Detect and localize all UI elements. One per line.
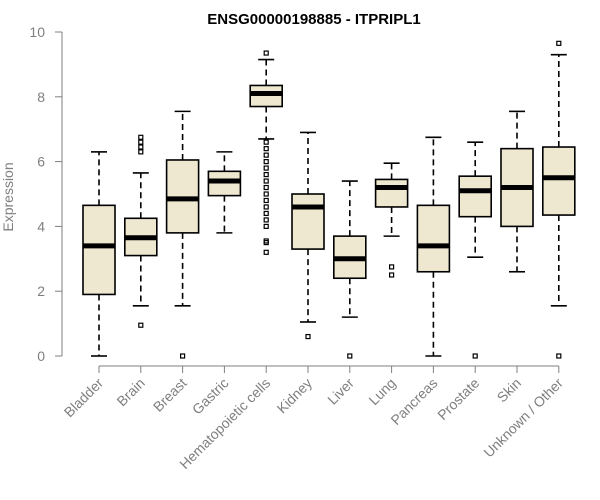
box bbox=[291, 193, 325, 250]
box-group bbox=[541, 40, 576, 359]
box-group bbox=[291, 131, 325, 340]
box bbox=[416, 204, 451, 273]
outlier-point bbox=[556, 353, 562, 359]
x-tick-label: Brain bbox=[113, 375, 147, 409]
box-group bbox=[374, 162, 409, 278]
outlier-point bbox=[347, 353, 353, 359]
outlier-point bbox=[263, 139, 269, 145]
x-tick-label: Unknown / Other bbox=[480, 375, 566, 461]
outlier-point bbox=[472, 353, 478, 359]
outlier-point bbox=[263, 50, 269, 56]
outlier-point bbox=[263, 165, 269, 171]
y-tick-label: 6 bbox=[37, 154, 45, 170]
box-group bbox=[332, 180, 367, 359]
outlier-point bbox=[263, 238, 269, 244]
y-axis: 0 2 4 6 8 10 bbox=[29, 24, 63, 364]
box-group bbox=[458, 141, 493, 359]
outlier-point bbox=[263, 159, 269, 165]
y-axis-label: Expression bbox=[0, 162, 16, 231]
x-tick-label: Liver bbox=[324, 375, 357, 408]
y-tick-label: 0 bbox=[37, 348, 45, 364]
outlier-point bbox=[263, 204, 269, 210]
box-group bbox=[124, 134, 158, 328]
box-group bbox=[165, 110, 200, 359]
x-tick-label: Kidney bbox=[274, 375, 316, 417]
plot-area bbox=[82, 40, 576, 359]
outlier-point bbox=[263, 249, 269, 255]
outlier-point bbox=[389, 272, 395, 278]
outlier-point bbox=[263, 171, 269, 178]
box-group bbox=[82, 151, 116, 357]
outlier-point bbox=[263, 184, 269, 191]
y-tick-label: 4 bbox=[37, 218, 45, 234]
outlier-point bbox=[263, 210, 269, 217]
y-tick-label: 10 bbox=[29, 24, 45, 40]
outlier-point bbox=[138, 322, 144, 328]
outlier-point bbox=[556, 40, 562, 46]
outlier-point bbox=[263, 191, 269, 197]
box-group bbox=[249, 50, 283, 255]
chart-title: ENSG00000198885 - ITPRIPL1 bbox=[207, 11, 420, 28]
box bbox=[541, 146, 576, 216]
outlier-point bbox=[263, 217, 269, 223]
outlier-point bbox=[138, 144, 144, 150]
outlier-point bbox=[263, 152, 269, 158]
x-tick-label: Breast bbox=[150, 375, 190, 415]
outlier-point bbox=[305, 333, 311, 340]
outlier-point bbox=[138, 149, 144, 155]
box-group bbox=[500, 110, 534, 273]
outlier-point bbox=[389, 264, 395, 270]
box-group bbox=[207, 151, 242, 234]
outlier-point bbox=[263, 197, 269, 204]
box bbox=[374, 178, 409, 208]
y-tick-label: 2 bbox=[37, 283, 45, 299]
box bbox=[82, 204, 116, 296]
outlier-point bbox=[138, 134, 144, 140]
x-tick-label: Prostate bbox=[434, 375, 482, 423]
outlier-point bbox=[263, 146, 269, 152]
outlier-point bbox=[263, 178, 269, 184]
x-tick-label: Lung bbox=[365, 375, 398, 408]
x-tick-label: Skin bbox=[494, 375, 525, 406]
outlier-point bbox=[263, 223, 269, 229]
outlier-point bbox=[180, 353, 186, 359]
box-group bbox=[416, 136, 451, 357]
outlier-point bbox=[138, 139, 144, 145]
x-tick-label: Bladder bbox=[61, 375, 107, 421]
box bbox=[458, 175, 493, 218]
y-tick-label: 8 bbox=[37, 89, 45, 105]
